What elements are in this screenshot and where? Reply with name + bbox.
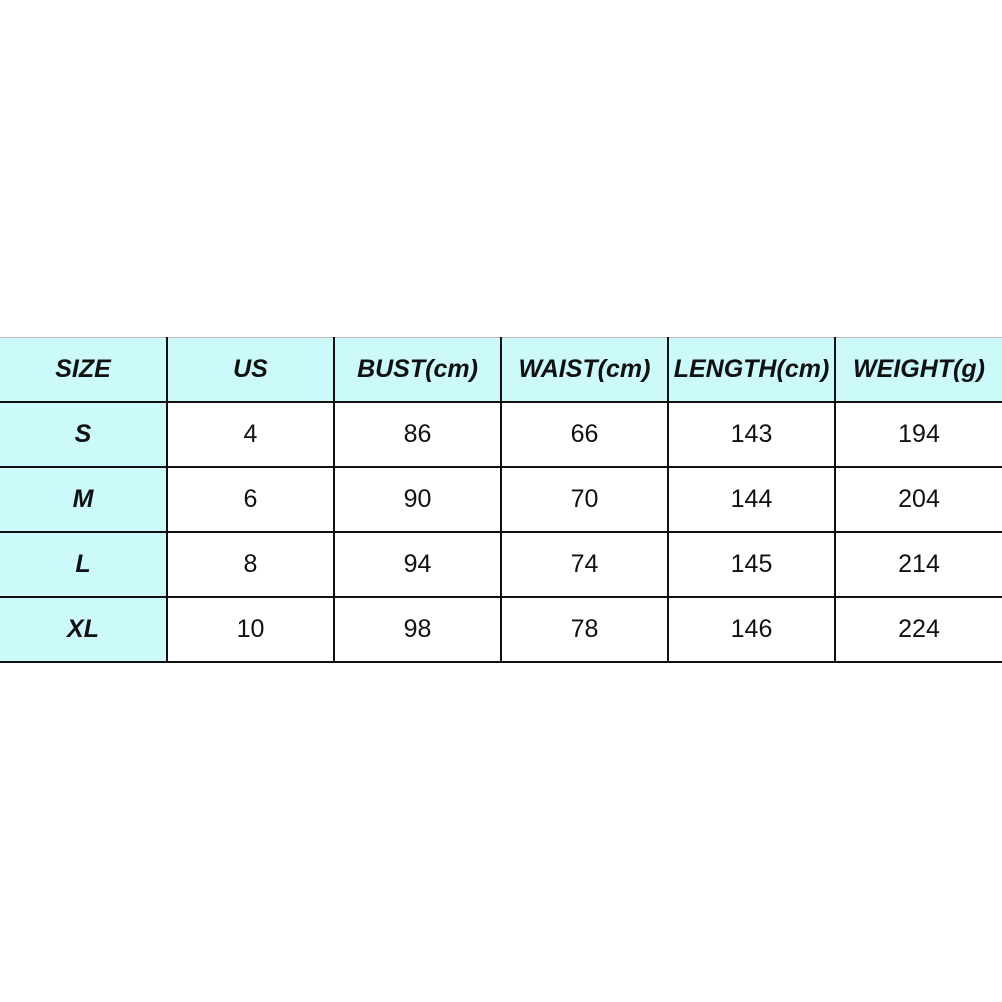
us-cell: 6 xyxy=(166,466,335,533)
header-row: SIZE US BUST(cm) WAIST(cm) LENGTH(cm) WE… xyxy=(0,337,1002,403)
header-weight: WEIGHT(g) xyxy=(834,337,1002,403)
bust-cell: 94 xyxy=(333,531,502,598)
weight-cell: 214 xyxy=(834,531,1002,598)
size-chart-table: SIZE US BUST(cm) WAIST(cm) LENGTH(cm) WE… xyxy=(0,337,1002,663)
table-row: L 8 94 74 145 214 xyxy=(0,531,1002,598)
header-length: LENGTH(cm) xyxy=(667,337,836,403)
bust-cell: 98 xyxy=(333,596,502,663)
length-cell: 144 xyxy=(667,466,836,533)
table-row: M 6 90 70 144 204 xyxy=(0,466,1002,533)
weight-cell: 194 xyxy=(834,401,1002,468)
waist-cell: 66 xyxy=(500,401,669,468)
table-row: S 4 86 66 143 194 xyxy=(0,401,1002,468)
waist-cell: 78 xyxy=(500,596,669,663)
waist-cell: 70 xyxy=(500,466,669,533)
waist-cell: 74 xyxy=(500,531,669,598)
us-cell: 10 xyxy=(166,596,335,663)
weight-cell: 224 xyxy=(834,596,1002,663)
header-us: US xyxy=(166,337,335,403)
weight-cell: 204 xyxy=(834,466,1002,533)
us-cell: 8 xyxy=(166,531,335,598)
size-cell: XL xyxy=(0,596,168,663)
table-row: XL 10 98 78 146 224 xyxy=(0,596,1002,663)
size-cell: M xyxy=(0,466,168,533)
length-cell: 143 xyxy=(667,401,836,468)
size-cell: L xyxy=(0,531,168,598)
us-cell: 4 xyxy=(166,401,335,468)
header-size: SIZE xyxy=(0,337,168,403)
header-waist: WAIST(cm) xyxy=(500,337,669,403)
header-bust: BUST(cm) xyxy=(333,337,502,403)
bust-cell: 86 xyxy=(333,401,502,468)
bust-cell: 90 xyxy=(333,466,502,533)
length-cell: 146 xyxy=(667,596,836,663)
size-cell: S xyxy=(0,401,168,468)
length-cell: 145 xyxy=(667,531,836,598)
